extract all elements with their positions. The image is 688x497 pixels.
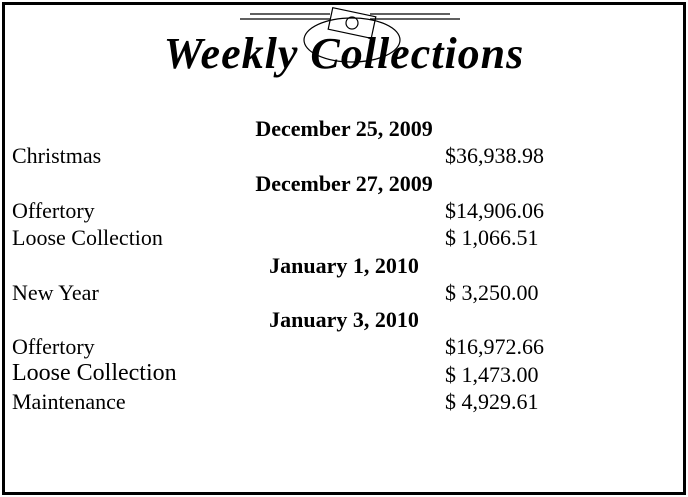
item-amount: $16,972.66	[445, 334, 544, 360]
item-amount: $ 4,929.61	[445, 389, 539, 414]
section-date: December 25, 2009	[255, 116, 433, 141]
item-amount: $ 1,473.00	[445, 361, 539, 387]
section-date: January 1, 2010	[269, 252, 419, 278]
item-amount: $ 1,066.51	[445, 225, 539, 251]
item-label: Loose Collection	[12, 225, 163, 251]
item-amount: $14,906.06	[445, 197, 544, 223]
title-ornament	[240, 6, 460, 63]
item-label: New Year	[12, 279, 99, 305]
item-amount: $36,938.98	[445, 143, 544, 169]
item-label: Christmas	[12, 143, 102, 169]
item-label: Offertory	[12, 197, 95, 223]
item-label: Offertory	[12, 334, 95, 360]
item-label: Maintenance	[12, 389, 126, 414]
section-date: January 3, 2010	[269, 307, 419, 333]
item-label: Loose Collection	[12, 359, 177, 386]
section-date: December 27, 2009	[255, 170, 433, 196]
item-amount: $ 3,250.00	[445, 279, 539, 305]
title: Weekly Collections	[163, 29, 525, 78]
